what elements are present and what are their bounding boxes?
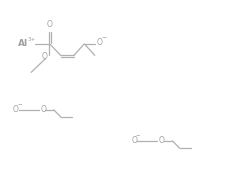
Text: −: −: [101, 34, 106, 39]
Text: −: −: [135, 133, 140, 138]
Text: O: O: [47, 20, 53, 29]
Text: O: O: [159, 136, 165, 145]
Text: O: O: [131, 136, 137, 145]
Text: 3+: 3+: [28, 37, 36, 42]
Text: O: O: [40, 105, 46, 114]
Text: O: O: [13, 105, 19, 114]
Text: O: O: [41, 52, 47, 61]
Text: O: O: [97, 38, 103, 47]
Text: −: −: [17, 102, 22, 107]
Text: Al: Al: [18, 39, 28, 48]
